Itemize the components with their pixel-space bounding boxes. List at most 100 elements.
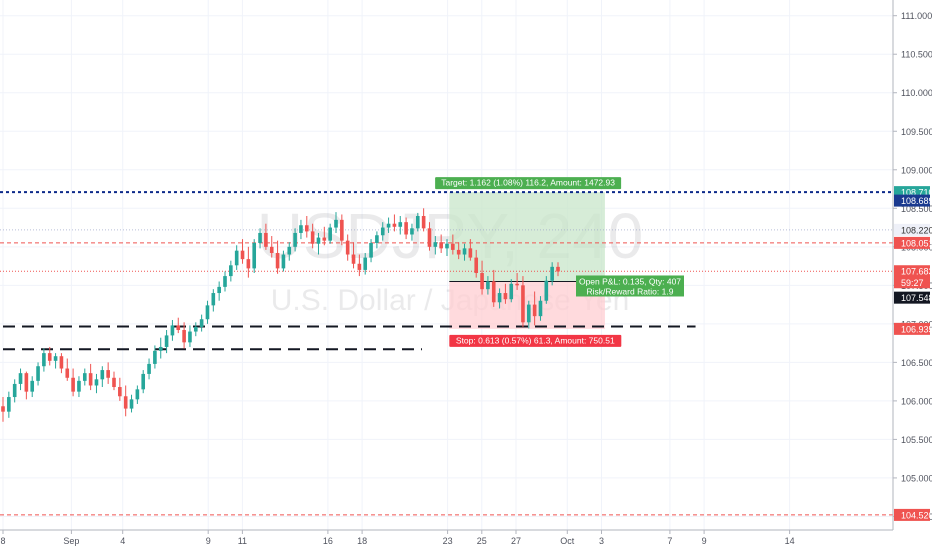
candle-body <box>182 330 186 343</box>
candle-body <box>503 293 508 300</box>
price-label-text: 107.683 <box>901 267 932 277</box>
candle-body <box>521 285 525 323</box>
x-tick-label: 18 <box>357 536 367 546</box>
candle-body <box>217 286 221 294</box>
stop-label: Stop: 0.613 (0.57%) 61.3, Amount: 750.51 <box>449 334 622 347</box>
y-tick-label: 109.500 <box>901 127 932 137</box>
candle-body <box>246 259 251 269</box>
stop-label-bg <box>449 334 622 347</box>
price-label-text: 108.689 <box>901 196 932 206</box>
y-tick-label: 105.000 <box>901 473 932 483</box>
candle-body <box>135 389 140 400</box>
candle-body <box>497 293 502 303</box>
candle-body <box>77 380 81 392</box>
candle-body <box>322 237 327 241</box>
candle-body <box>36 366 40 381</box>
price-label-text: 108.710 <box>901 188 932 198</box>
price-label-bg <box>894 194 930 207</box>
y-tick-label: 105.500 <box>901 435 932 445</box>
price-label: 106.935 <box>894 322 932 335</box>
time-axis[interactable]: 8 Sep 4 9 11 16 18 23 25 27 Oct 3 7 9 14 <box>0 529 893 546</box>
y-tick-label: 111.000 <box>901 11 932 21</box>
candle-body <box>158 346 163 351</box>
candle-body <box>170 325 175 336</box>
target-label: Target: 1.162 (1.08%) 116.2, Amount: 147… <box>435 177 622 190</box>
candle-body <box>439 242 443 249</box>
y-tick-label: 108.500 <box>901 204 932 214</box>
candle-body <box>544 280 549 301</box>
candle-body <box>375 235 379 243</box>
candle-body <box>415 216 420 229</box>
candle-body <box>480 273 484 290</box>
candle-body <box>433 242 438 247</box>
candle-body <box>106 370 110 378</box>
pnl-box-bg <box>576 275 684 297</box>
y-tick-label: 109.000 <box>901 165 932 175</box>
candle-body <box>24 373 29 392</box>
x-tick-label: 11 <box>238 536 247 546</box>
candle-body <box>53 356 58 361</box>
candle-body <box>153 350 157 364</box>
candle-body <box>462 248 467 255</box>
candle-body <box>112 377 116 388</box>
y-tick-label: 110.500 <box>901 50 932 60</box>
y-tick-label: 106.500 <box>901 358 932 368</box>
risk-reward-text: Risk/Reward Ratio: 1.9 <box>587 286 674 296</box>
candle-body <box>445 243 449 249</box>
candle-body <box>205 305 210 320</box>
candle-body <box>538 300 543 317</box>
candle-body <box>509 283 514 300</box>
x-tick-label: 4 <box>120 536 125 546</box>
candle-body <box>129 399 134 409</box>
x-tick-label: 23 <box>443 536 453 546</box>
candle-body <box>94 379 99 386</box>
price-label: 108.689 <box>894 194 932 207</box>
x-tick-label: 8 <box>0 536 5 546</box>
y-tick-label: 110.000 <box>901 88 932 98</box>
price-label: 107.548 <box>894 291 932 304</box>
candle-body <box>532 304 537 317</box>
candle-body <box>410 228 414 235</box>
candle-body <box>392 223 397 227</box>
candle-body <box>334 219 338 228</box>
candle-body <box>65 368 70 378</box>
candle-body <box>176 325 181 331</box>
candle-body <box>88 373 93 386</box>
candle-body <box>281 254 286 269</box>
candle-body <box>82 373 87 381</box>
candle-body <box>12 383 17 398</box>
x-tick-label: 7 <box>667 536 672 546</box>
candle-body <box>47 353 52 361</box>
horizontal-lines[interactable] <box>0 191 893 516</box>
candle-body <box>474 257 479 274</box>
price-label: 107.683 <box>894 265 932 278</box>
candle-body <box>7 397 11 412</box>
price-label-bg <box>894 291 930 304</box>
candle-body <box>118 387 122 397</box>
candle-body <box>59 356 64 369</box>
candle-body <box>234 250 239 266</box>
candle-body <box>310 231 315 244</box>
candle-body <box>264 232 268 247</box>
candles-layer <box>1 208 560 422</box>
candle-body <box>369 242 373 258</box>
candle-body <box>386 223 391 228</box>
candle-body <box>427 228 432 247</box>
x-tick-label: 9 <box>206 536 211 546</box>
candle-body <box>526 304 531 323</box>
candle-body <box>380 227 385 236</box>
profit-zone <box>449 192 605 282</box>
candle-body <box>193 326 198 332</box>
x-tick-label: Oct <box>560 536 575 546</box>
candle-body <box>252 242 257 269</box>
target-label-text: Target: 1.162 (1.08%) 116.2, Amount: 147… <box>441 178 615 188</box>
price-label: 59:27 <box>894 276 930 289</box>
candle-body <box>404 222 408 235</box>
candle-body <box>515 283 519 286</box>
candle-body <box>357 263 362 270</box>
candle-body <box>299 225 303 233</box>
candle-body <box>71 377 75 392</box>
